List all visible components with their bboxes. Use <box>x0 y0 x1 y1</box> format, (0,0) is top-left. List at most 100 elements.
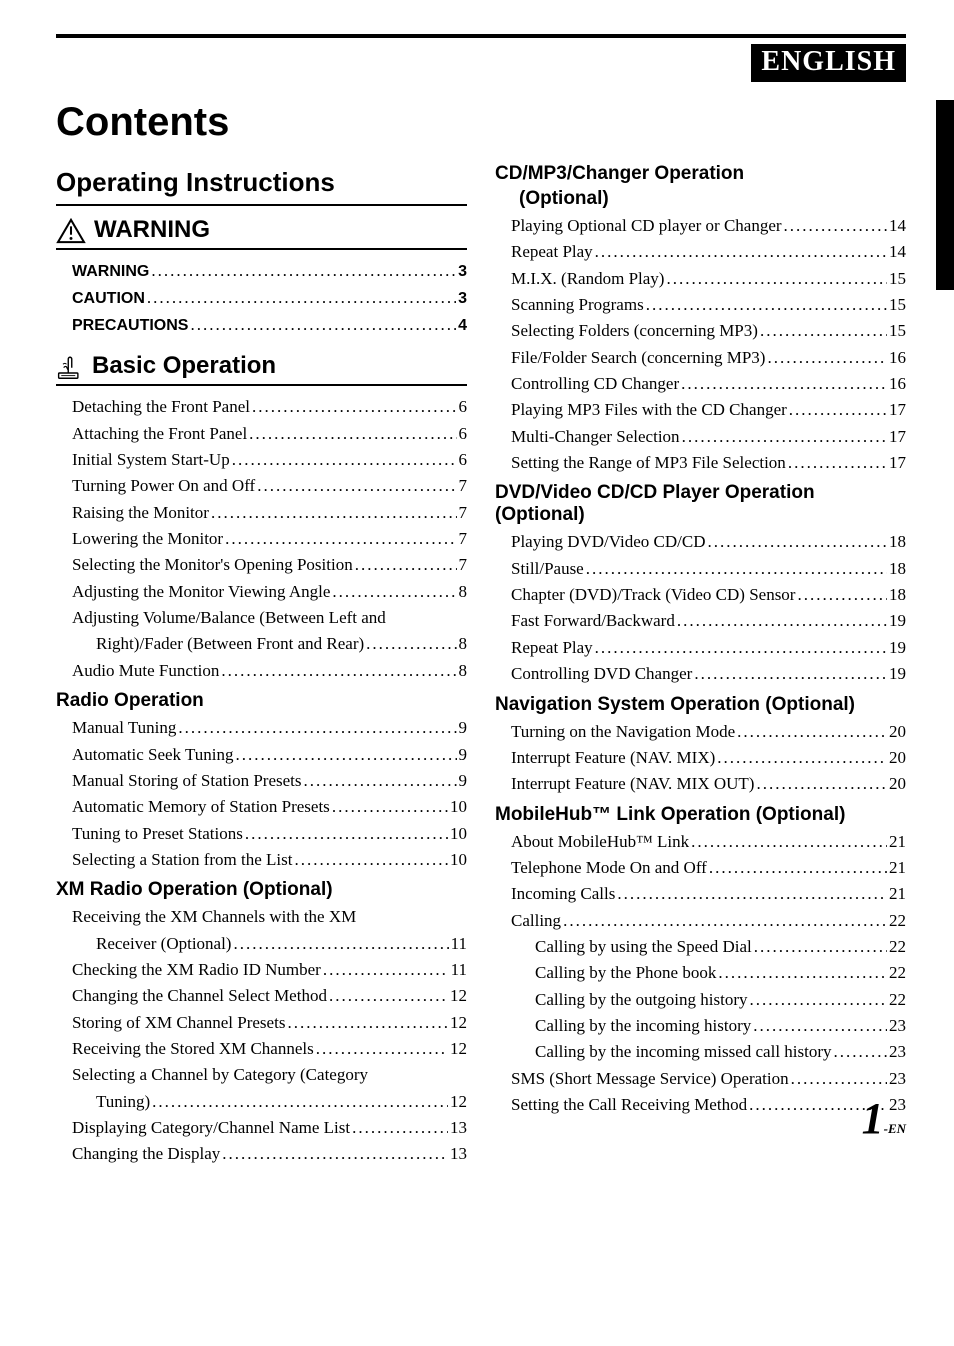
toc-text: Changing the Display <box>72 1141 220 1167</box>
toc-line: Displaying Category/Channel Name List13 <box>56 1115 467 1141</box>
toc-dots <box>797 582 887 608</box>
page-number-value: 1 <box>862 1094 884 1143</box>
toc-dots <box>221 658 456 684</box>
toc-dots <box>709 855 887 881</box>
operating-instructions-heading: Operating Instructions <box>56 167 467 206</box>
toc-line: Automatic Seek Tuning9 <box>56 742 467 768</box>
toc-page: 9 <box>459 715 468 741</box>
toc-page: 22 <box>889 987 906 1013</box>
toc-page: 19 <box>889 661 906 687</box>
toc-line: Detaching the Front Panel6 <box>56 394 467 420</box>
toc-dots <box>178 715 456 741</box>
toc-line: Initial System Start-Up6 <box>56 447 467 473</box>
toc-line: Playing DVD/Video CD/CD18 <box>495 529 906 555</box>
toc-page: 23 <box>889 1039 906 1065</box>
toc-line: Lowering the Monitor7 <box>56 526 467 552</box>
toc-text: M.I.X. (Random Play) <box>511 266 664 292</box>
toc-line: Selecting a Channel by Category (Categor… <box>56 1062 467 1088</box>
toc-page: 8 <box>459 631 468 657</box>
toc-page: 22 <box>889 908 906 934</box>
toc-page: 22 <box>889 960 906 986</box>
toc-dots <box>249 421 456 447</box>
toc-dots <box>691 829 887 855</box>
toc-line: Changing the Display13 <box>56 1141 467 1167</box>
toc-page: 10 <box>450 847 467 873</box>
toc-line: Adjusting Volume/Balance (Between Left a… <box>56 605 467 631</box>
toc-dots <box>287 1010 448 1036</box>
toc-page: 20 <box>889 719 906 745</box>
toc-dots <box>190 312 456 338</box>
toc-line: About MobileHub™ Link21 <box>495 829 906 855</box>
toc-text: WARNING <box>72 260 149 285</box>
toc-line: Selecting a Station from the List10 <box>56 847 467 873</box>
toc-page: 12 <box>450 1010 467 1036</box>
toc-line: Controlling CD Changer16 <box>495 371 906 397</box>
toc-page: 17 <box>889 397 906 423</box>
toc-text: Automatic Seek Tuning <box>72 742 234 768</box>
toc-page: 12 <box>450 983 467 1009</box>
toc-line: Calling by the incoming history23 <box>495 1013 906 1039</box>
toc-line: Calling by the outgoing history22 <box>495 987 906 1013</box>
toc-page: 21 <box>889 881 906 907</box>
dvd-heading: DVD/Video CD/CD Player Operation (Option… <box>495 482 906 526</box>
toc-line: Changing the Channel Select Method12 <box>56 983 467 1009</box>
toc-page: 15 <box>889 292 906 318</box>
toc-dots <box>760 318 887 344</box>
toc-text: Calling by using the Speed Dial <box>535 934 752 960</box>
toc-page: 14 <box>889 213 906 239</box>
toc-text: Calling by the incoming history <box>535 1013 751 1039</box>
toc-dots <box>737 719 887 745</box>
toc-line: M.I.X. (Random Play)15 <box>495 266 906 292</box>
toc-text: Audio Mute Function <box>72 658 219 684</box>
toc-page: 6 <box>459 447 468 473</box>
toc-dots <box>788 450 887 476</box>
page-number-suffix: -EN <box>884 1121 906 1136</box>
left-column: Operating Instructions WARNING WARNING3C… <box>56 163 467 1168</box>
toc-page: 15 <box>889 318 906 344</box>
toc-line: Interrupt Feature (NAV. MIX OUT)20 <box>495 771 906 797</box>
toc-dots <box>366 631 456 657</box>
toc-line: Tuning)12 <box>56 1089 467 1115</box>
toc-dots <box>791 1066 887 1092</box>
toc-line: Chapter (DVD)/Track (Video CD) Sensor18 <box>495 582 906 608</box>
toc-page: 8 <box>459 579 468 605</box>
toc-dots <box>323 957 449 983</box>
toc-page: 3 <box>458 287 467 312</box>
toc-text: Manual Storing of Station Presets <box>72 768 301 794</box>
toc-dots <box>753 1013 887 1039</box>
toc-dots <box>252 394 457 420</box>
toc-text: Selecting Folders (concerning MP3) <box>511 318 758 344</box>
toc-text: Fast Forward/Backward <box>511 608 675 634</box>
toc-page: 10 <box>450 794 467 820</box>
toc-line: Setting the Call Receiving Method23 <box>495 1092 906 1118</box>
toc-page: 23 <box>889 1066 906 1092</box>
toc-line: Checking the XM Radio ID Number11 <box>56 957 467 983</box>
toc-text: Incoming Calls <box>511 881 615 907</box>
cd-mp3-block: Playing Optional CD player or Changer14R… <box>495 213 906 476</box>
toc-page: 18 <box>889 556 906 582</box>
toc-dots <box>352 1115 448 1141</box>
toc-line: Playing MP3 Files with the CD Changer17 <box>495 397 906 423</box>
nav-block: Turning on the Navigation Mode20Interrup… <box>495 719 906 798</box>
toc-dots <box>563 908 887 934</box>
toc-page: 17 <box>889 450 906 476</box>
toc-page: 16 <box>889 371 906 397</box>
toc-dots <box>681 371 887 397</box>
toc-page: 11 <box>451 931 467 957</box>
toc-page: 7 <box>459 473 468 499</box>
toc-text: Raising the Monitor <box>72 500 209 526</box>
toc-line: Adjusting the Monitor Viewing Angle8 <box>56 579 467 605</box>
toc-page: 13 <box>450 1115 467 1141</box>
toc-page: 20 <box>889 771 906 797</box>
contents-title: Contents <box>56 100 906 145</box>
toc-dots <box>332 579 456 605</box>
toc-dots <box>718 960 887 986</box>
toc-line: Storing of XM Channel Presets 12 <box>56 1010 467 1036</box>
right-column: CD/MP3/Changer Operation (Optional) Play… <box>495 163 906 1168</box>
toc-text: Storing of XM Channel Presets <box>72 1010 285 1036</box>
toc-line: Playing Optional CD player or Changer14 <box>495 213 906 239</box>
toc-line: Automatic Memory of Station Presets10 <box>56 794 467 820</box>
toc-page: 11 <box>451 957 467 983</box>
toc-line: Turning Power On and Off7 <box>56 473 467 499</box>
toc-line: PRECAUTIONS4 <box>56 312 467 339</box>
